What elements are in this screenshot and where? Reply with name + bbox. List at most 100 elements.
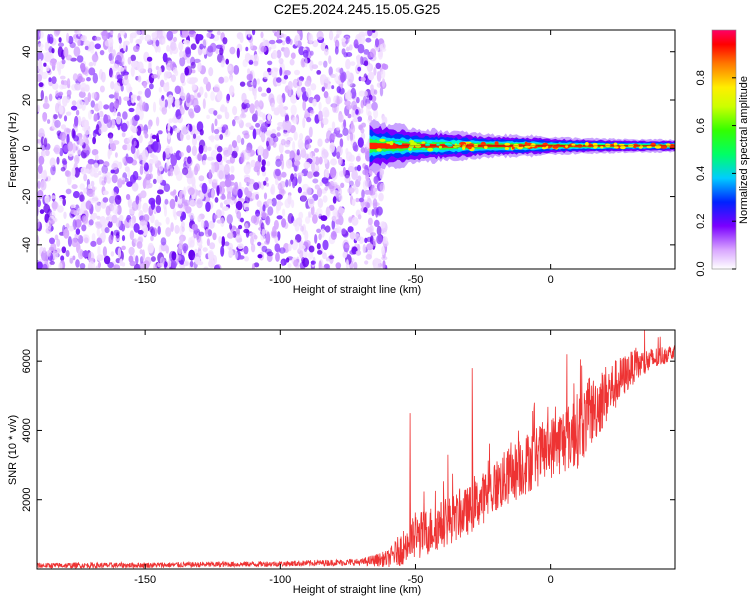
noise-cell: [267, 67, 271, 73]
spectrogram-ticks: -150 -100 -50 0 -40 -20 0 20 40: [21, 30, 675, 286]
noise-cell: [126, 143, 131, 151]
noise-cell: [185, 206, 192, 214]
noise-cell: [75, 109, 80, 116]
noise-cell: [76, 99, 84, 109]
noise-cell: [158, 67, 162, 76]
noise-cell: [180, 107, 185, 115]
noise-cell: [200, 219, 205, 229]
noise-cell: [223, 163, 230, 175]
noise-cell: [91, 233, 96, 243]
noise-cell: [167, 94, 174, 105]
noise-cell: [299, 133, 304, 140]
noise-cell: [229, 46, 236, 55]
noise-cell: [247, 178, 255, 185]
noise-cell: [271, 197, 277, 207]
noise-cell: [79, 194, 85, 202]
noise-cell: [67, 149, 74, 157]
noise-cell: [257, 254, 263, 259]
noise-cell: [216, 185, 220, 196]
noise-cell: [308, 126, 313, 138]
noise-cell: [156, 30, 163, 39]
noise-cell: [188, 212, 195, 220]
noise-cell: [37, 51, 44, 62]
noise-cell: [330, 167, 337, 179]
y-tick-label: 6000: [21, 349, 33, 373]
noise-cell: [141, 30, 145, 36]
noise-cell: [169, 146, 173, 155]
noise-cell: [239, 81, 246, 87]
noise-cell: [53, 144, 61, 155]
noise-cell: [203, 76, 209, 85]
noise-cell: [59, 196, 63, 202]
line-blob: [473, 144, 479, 147]
x-tick-label: -100: [269, 574, 291, 586]
noise-cell: [70, 105, 78, 111]
noise-cell: [371, 187, 378, 193]
noise-cell: [262, 204, 266, 213]
x-tick-label: -150: [134, 574, 156, 586]
noise-cell: [235, 200, 243, 211]
line-blob: [421, 141, 426, 144]
noise-cell: [344, 244, 350, 249]
noise-cell: [323, 60, 328, 68]
noise-cell: [74, 115, 79, 127]
noise-cell: [81, 215, 88, 224]
noise-cell: [308, 196, 315, 208]
noise-cell: [137, 230, 144, 235]
noise-cell: [142, 214, 150, 222]
noise-cell: [379, 182, 386, 192]
noise-cell: [208, 169, 212, 180]
noise-cell: [150, 213, 155, 224]
noise-cell: [152, 101, 157, 113]
noise-cell: [88, 61, 94, 67]
noise-cell: [294, 152, 302, 161]
noise-cell: [90, 100, 96, 108]
noise-cell: [120, 84, 124, 92]
noise-cell: [224, 111, 230, 120]
noise-cell: [352, 184, 357, 191]
noise-cell: [338, 68, 343, 73]
noise-cell: [280, 138, 286, 146]
noise-cell: [290, 94, 297, 104]
noise-cell: [324, 186, 329, 191]
noise-cell: [250, 159, 256, 168]
noise-cell: [288, 179, 292, 187]
noise-cell: [261, 228, 266, 236]
noise-cell: [316, 70, 322, 75]
noise-cell: [365, 253, 372, 260]
noise-cell: [43, 62, 47, 67]
noise-cell: [246, 190, 253, 198]
noise-cell: [245, 147, 252, 154]
noise-cell: [130, 144, 136, 155]
noise-cell: [76, 55, 84, 63]
noise-cell: [219, 202, 224, 209]
noise-cell: [135, 195, 140, 205]
noise-cell: [78, 91, 86, 98]
noise-cell: [351, 198, 356, 207]
noise-cell: [266, 199, 273, 206]
noise-cell: [130, 94, 136, 104]
noise-cell: [322, 195, 328, 203]
noise-cell: [242, 202, 250, 207]
noise-cell: [370, 232, 376, 237]
colorbar-frame: [711, 29, 737, 270]
noise-cell: [57, 205, 64, 213]
noise-cell: [363, 207, 368, 213]
noise-cell: [304, 57, 308, 68]
noise-cell: [350, 61, 356, 66]
noise-cell: [256, 78, 260, 85]
noise-cell: [317, 138, 323, 147]
noise-cell: [276, 201, 282, 211]
noise-cell: [60, 166, 66, 172]
noise-cell: [258, 99, 263, 107]
noise-cell: [136, 148, 140, 159]
noise-cell: [199, 129, 204, 136]
noise-cell: [222, 124, 228, 131]
noise-cell: [241, 109, 245, 117]
noise-cell: [99, 110, 104, 118]
noise-cell: [123, 40, 130, 46]
noise-cell: [90, 214, 96, 221]
noise-cell: [139, 35, 144, 41]
noise-cell: [123, 96, 130, 102]
noise-cell: [229, 85, 235, 96]
